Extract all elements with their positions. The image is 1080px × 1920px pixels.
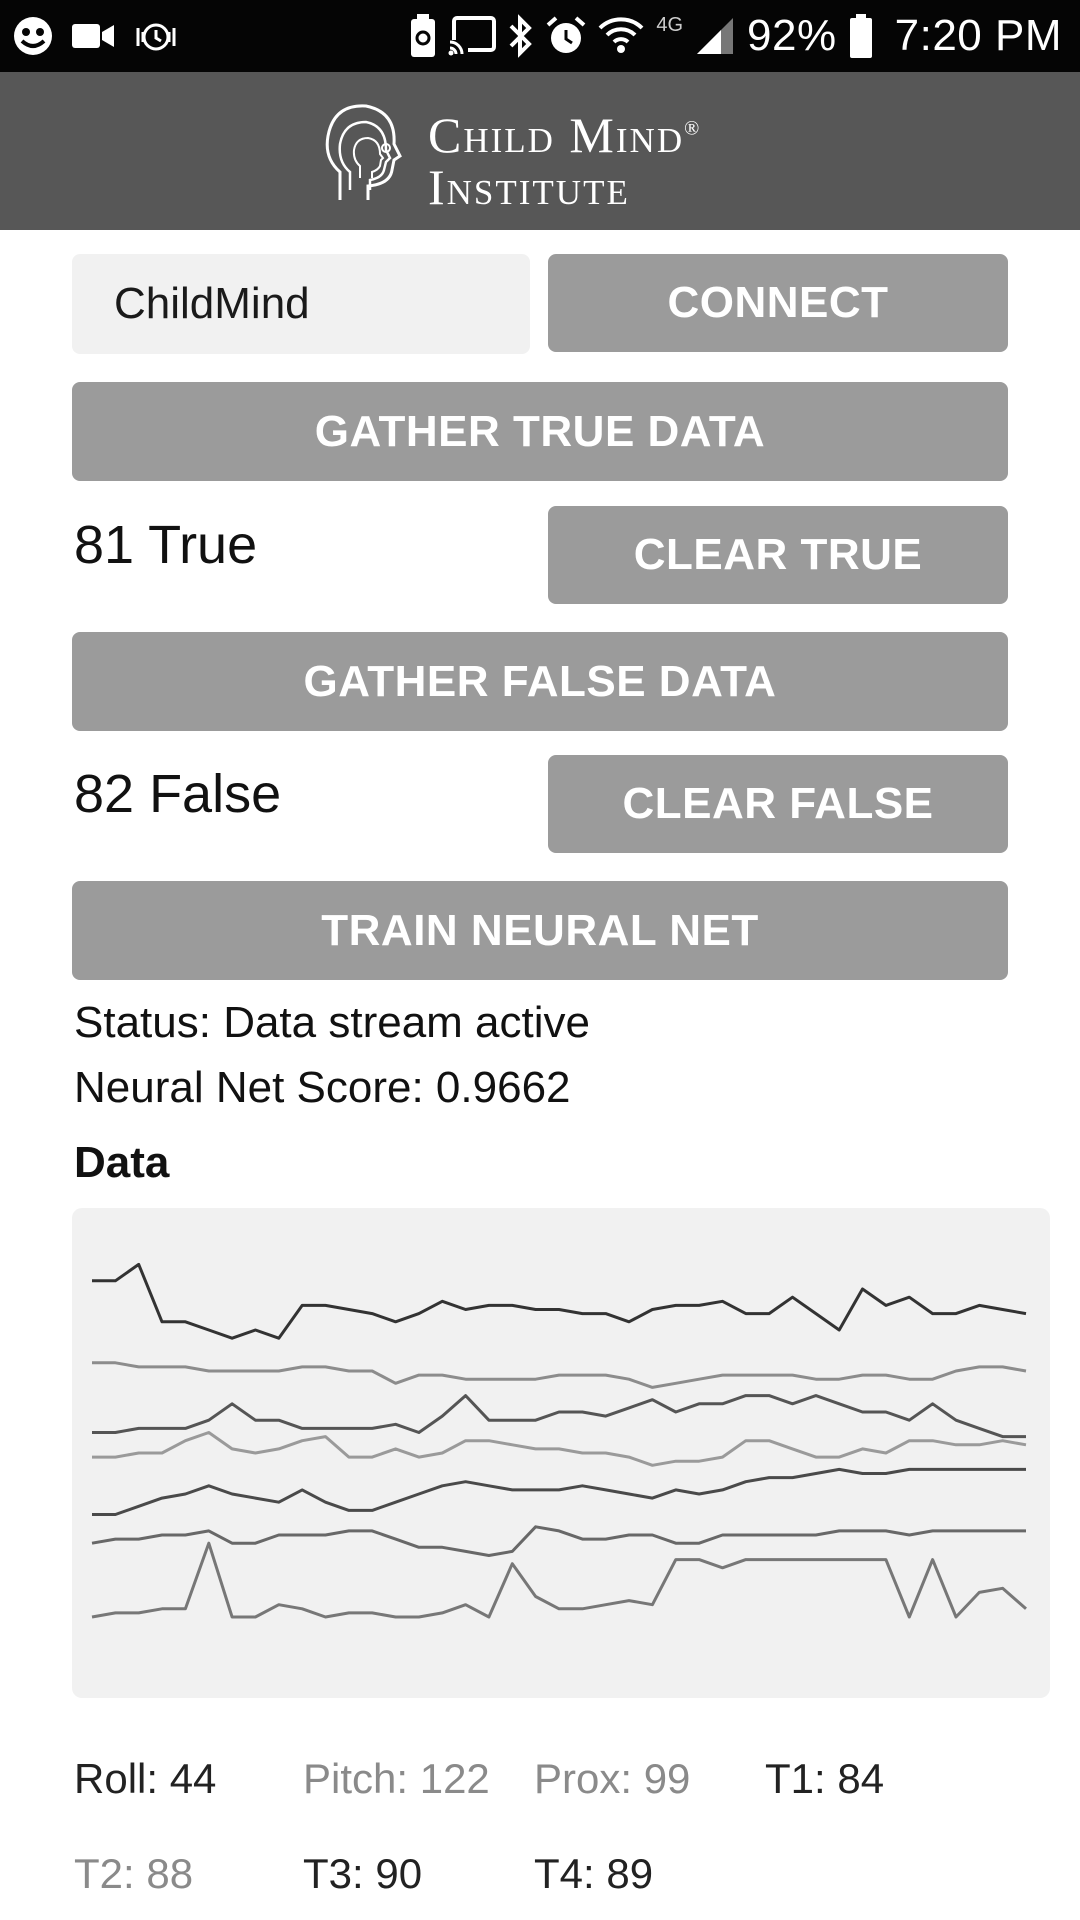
signal-icon xyxy=(695,16,735,56)
data-section-heading: Data xyxy=(74,1138,169,1188)
status-bar-left xyxy=(12,12,178,60)
cast-icon xyxy=(448,16,496,56)
clear-false-button[interactable]: CLEAR FALSE xyxy=(548,755,1008,853)
connect-button[interactable]: CONNECT xyxy=(548,254,1008,352)
chart-series-line-6 xyxy=(92,1527,1026,1556)
network-type-label: 4G xyxy=(656,14,683,37)
registered-mark: ® xyxy=(684,117,701,139)
chart-series-line-4 xyxy=(92,1433,1026,1466)
train-neural-net-button[interactable]: TRAIN NEURAL NET xyxy=(72,881,1008,980)
status-bar-right: 4G 92% 7:20 PM xyxy=(410,8,1062,64)
battery-saver-icon xyxy=(410,14,436,58)
prox-readout: Prox: 99 xyxy=(534,1755,690,1803)
t2-readout: T2: 88 xyxy=(74,1850,193,1898)
true-count-label: 81 True xyxy=(74,514,257,576)
sensor-data-chart xyxy=(72,1208,1050,1698)
clear-true-button[interactable]: CLEAR TRUE xyxy=(548,506,1008,604)
chart-series-line-3 xyxy=(92,1396,1026,1437)
gather-false-data-button[interactable]: GATHER FALSE DATA xyxy=(72,632,1008,731)
chart-series-line-2 xyxy=(92,1363,1026,1388)
chart-series-line-5 xyxy=(92,1469,1026,1514)
chart-series-line-7 xyxy=(92,1543,1026,1617)
status-bar: 4G 92% 7:20 PM xyxy=(0,0,1080,72)
battery-icon xyxy=(849,14,873,58)
bluetooth-icon xyxy=(508,14,534,58)
t1-readout: T1: 84 xyxy=(765,1755,884,1803)
wifi-icon xyxy=(598,16,644,56)
face-icon xyxy=(12,15,54,57)
status-text: Status: Data stream active xyxy=(74,998,590,1048)
institute-logo-text: Child Mind® Institute xyxy=(428,102,701,213)
logo-line-2: Institute xyxy=(428,161,701,213)
chart-series-line-1 xyxy=(92,1264,1026,1338)
clock-time: 7:20 PM xyxy=(895,11,1062,61)
alarm-vibrate-icon xyxy=(134,16,178,56)
chart-svg xyxy=(72,1208,1050,1698)
battery-percent: 92% xyxy=(747,11,837,61)
alarm-icon xyxy=(546,16,586,56)
t4-readout: T4: 89 xyxy=(534,1850,653,1898)
gather-true-data-button[interactable]: GATHER TRUE DATA xyxy=(72,382,1008,481)
roll-readout: Roll: 44 xyxy=(74,1755,216,1803)
pitch-readout: Pitch: 122 xyxy=(303,1755,490,1803)
app-header: Child Mind® Institute xyxy=(0,72,1080,230)
video-icon xyxy=(72,20,116,52)
t3-readout: T3: 90 xyxy=(303,1850,422,1898)
false-count-label: 82 False xyxy=(74,763,281,825)
logo-line-1: Child Mind® xyxy=(428,107,701,163)
device-name-input[interactable] xyxy=(72,254,530,354)
neural-net-score: Neural Net Score: 0.9662 xyxy=(74,1063,571,1113)
head-profile-logo-icon xyxy=(320,100,404,204)
